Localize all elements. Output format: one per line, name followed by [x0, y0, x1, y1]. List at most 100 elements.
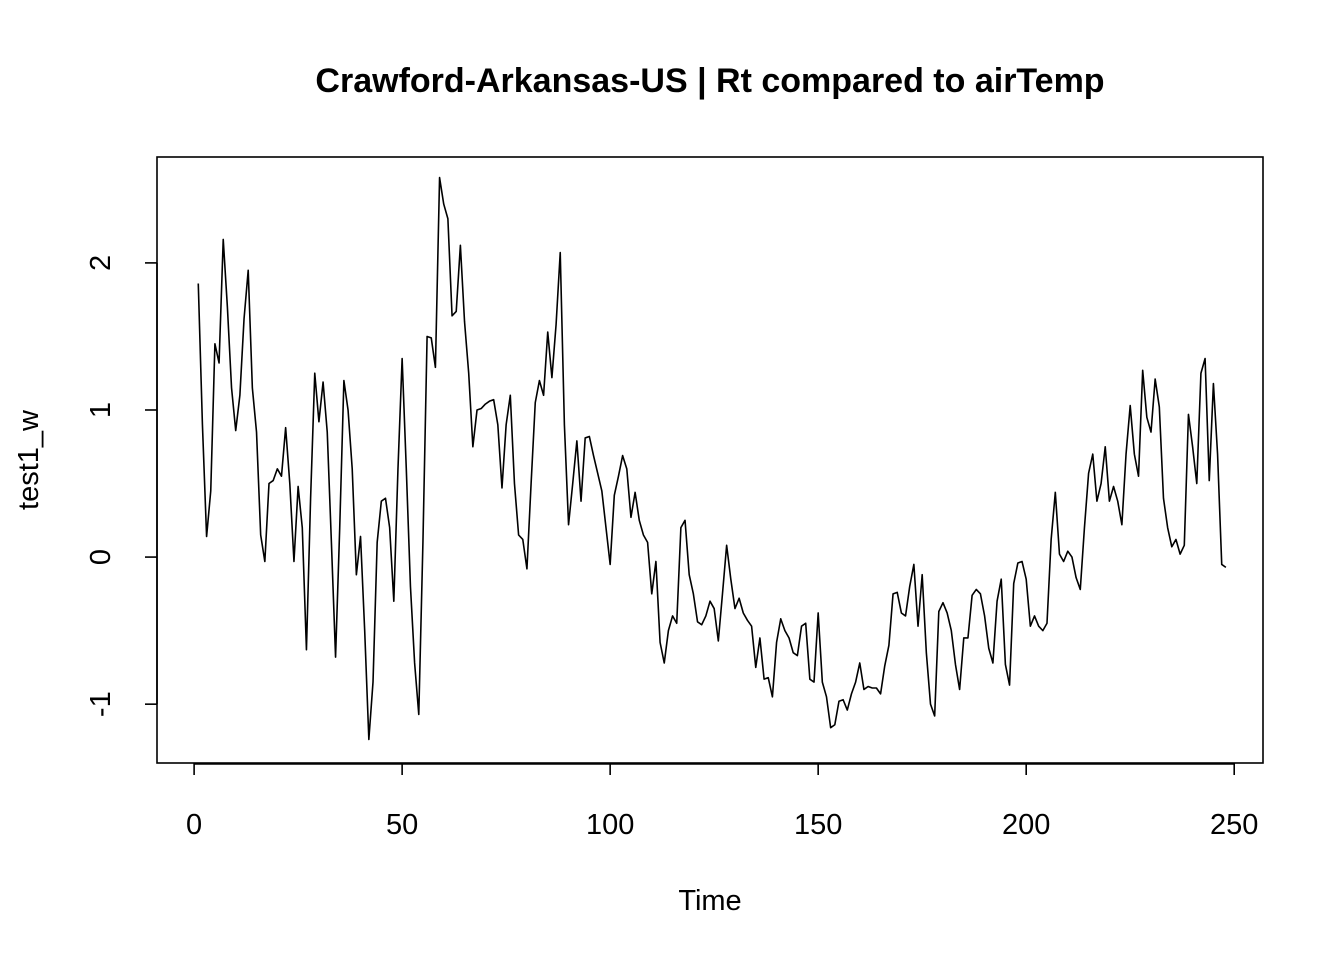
data-point — [534, 402, 536, 404]
data-point — [401, 358, 403, 360]
data-point — [913, 564, 915, 566]
data-point — [410, 586, 412, 588]
data-point — [951, 630, 953, 632]
data-point — [293, 561, 295, 563]
data-point — [414, 662, 416, 664]
data-point — [813, 681, 815, 683]
data-point — [809, 678, 811, 680]
data-point — [1117, 500, 1119, 502]
y-axis-label: test1_w — [13, 409, 45, 510]
data-point — [655, 561, 657, 563]
data-point — [526, 568, 528, 570]
data-point — [310, 497, 312, 499]
data-point — [1096, 500, 1098, 502]
data-point — [1050, 539, 1052, 541]
data-point — [231, 387, 233, 389]
data-point — [942, 602, 944, 604]
data-point — [1046, 622, 1048, 624]
data-point — [576, 440, 578, 442]
data-point — [493, 399, 495, 401]
data-point — [522, 539, 524, 541]
data-point — [934, 715, 936, 717]
data-point — [1071, 556, 1073, 558]
data-point — [1163, 497, 1165, 499]
data-point — [630, 517, 632, 519]
data-point — [476, 409, 478, 411]
data-point — [1067, 550, 1069, 552]
data-point — [975, 589, 977, 591]
data-point — [1000, 578, 1002, 580]
data-point — [855, 681, 857, 683]
data-point — [422, 542, 424, 544]
data-point — [1208, 480, 1210, 482]
data-point — [701, 624, 703, 626]
data-point — [846, 709, 848, 711]
data-point — [285, 427, 287, 429]
data-point — [277, 468, 279, 470]
data-point — [946, 612, 948, 614]
data-point — [909, 586, 911, 588]
data-point — [1038, 625, 1040, 627]
data-point — [1005, 664, 1007, 666]
data-point — [838, 700, 840, 702]
data-point — [867, 686, 869, 688]
data-point — [1213, 383, 1215, 385]
data-point — [930, 703, 932, 705]
data-point — [539, 380, 541, 382]
data-point — [597, 472, 599, 474]
data-point — [1092, 453, 1094, 455]
data-point — [614, 495, 616, 497]
data-point — [955, 664, 957, 666]
data-point — [1109, 500, 1111, 502]
data-point — [426, 336, 428, 338]
data-point — [693, 593, 695, 595]
x-tick-label: 0 — [186, 809, 202, 841]
x-tick-label: 100 — [586, 809, 634, 841]
data-point — [684, 520, 686, 522]
data-point — [593, 455, 595, 457]
data-point — [1009, 684, 1011, 686]
data-point — [1138, 475, 1140, 477]
data-point — [485, 403, 487, 405]
data-point — [842, 699, 844, 701]
data-point — [435, 367, 437, 369]
data-point — [1167, 527, 1169, 529]
data-point — [1113, 486, 1115, 488]
data-point — [780, 618, 782, 620]
data-point — [718, 640, 720, 642]
data-point — [564, 424, 566, 426]
data-point — [347, 409, 349, 411]
data-point — [572, 483, 574, 485]
data-point — [834, 724, 836, 726]
data-point — [547, 331, 549, 333]
data-point — [235, 430, 237, 432]
data-point — [197, 283, 199, 285]
data-point — [289, 483, 291, 485]
data-point — [272, 480, 274, 482]
data-point — [680, 527, 682, 529]
data-point — [738, 597, 740, 599]
data-point — [1013, 583, 1015, 585]
data-point — [393, 600, 395, 602]
data-point — [372, 681, 374, 683]
data-point — [901, 612, 903, 614]
data-point — [609, 564, 611, 566]
data-point — [1042, 630, 1044, 632]
data-point — [1030, 625, 1032, 627]
data-point — [306, 649, 308, 651]
data-point — [792, 652, 794, 654]
data-point — [763, 678, 765, 680]
data-point — [668, 630, 670, 632]
data-point — [389, 527, 391, 529]
data-point — [601, 490, 603, 492]
data-point — [651, 593, 653, 595]
data-point — [963, 637, 965, 639]
data-point — [451, 315, 453, 317]
series-line — [197, 176, 1227, 741]
data-point — [1088, 472, 1090, 474]
data-point — [472, 446, 474, 448]
data-point — [397, 468, 399, 470]
data-point — [439, 177, 441, 179]
data-point — [1225, 567, 1227, 569]
x-tick-label: 250 — [1210, 809, 1258, 841]
